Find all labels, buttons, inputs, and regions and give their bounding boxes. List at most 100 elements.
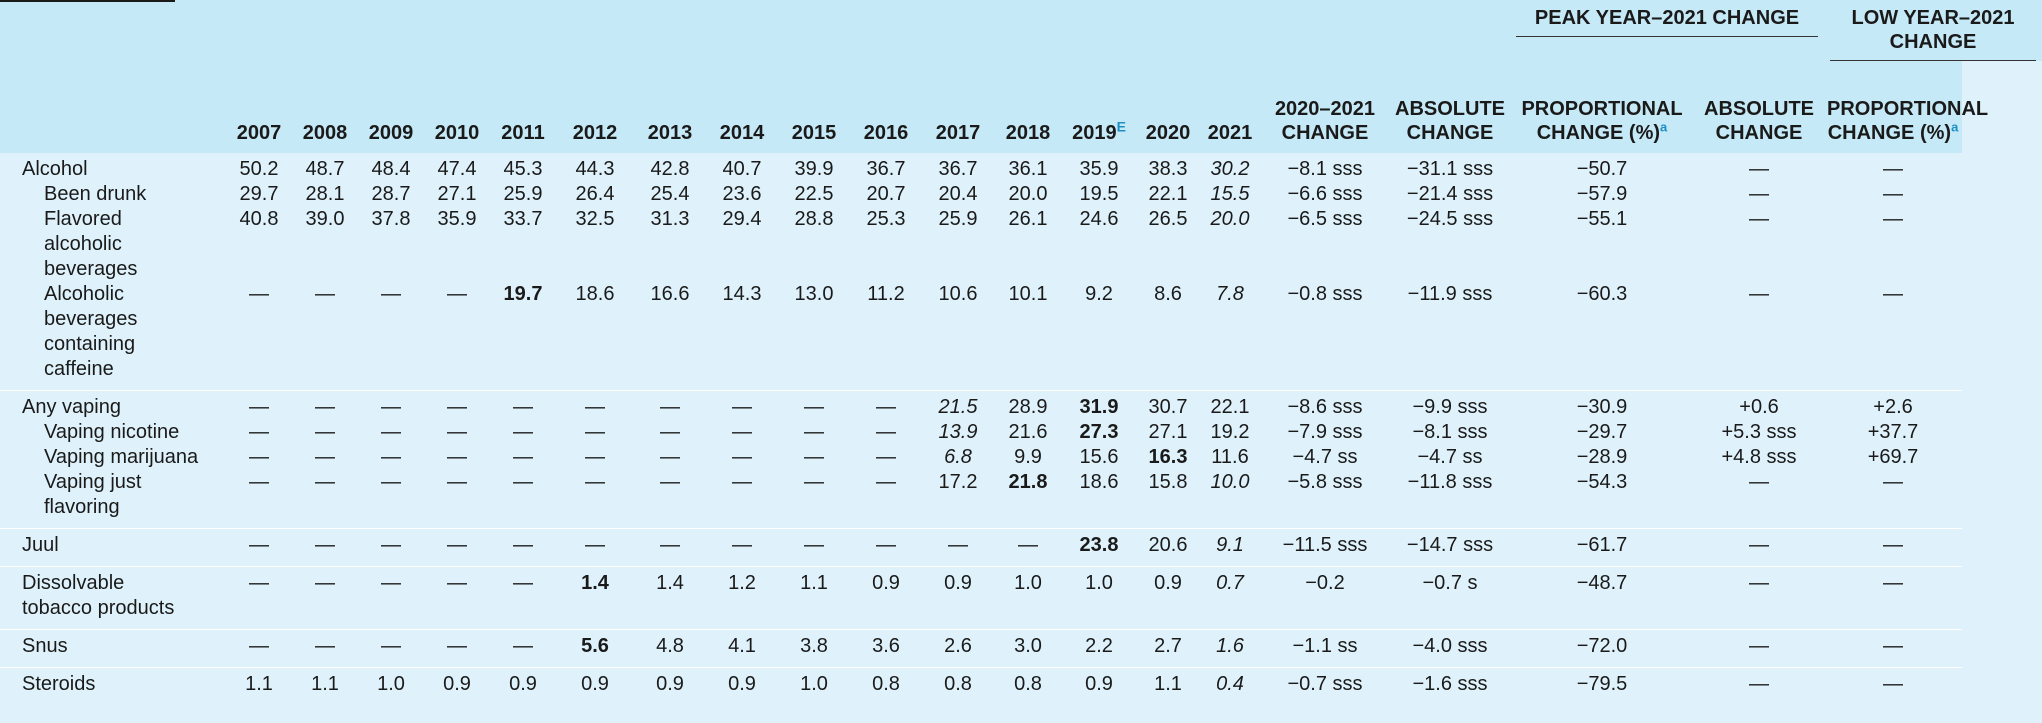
value-cell-2009: — [358, 629, 424, 668]
value-cell-2017: 20.4 [938, 183, 978, 205]
low-group-header: LOW YEAR–2021 CHANGE [1824, 0, 2042, 61]
table-row: Any vaping — — — — — — — — — —21.5 28.9 31.9 30.7 22.1… [0, 390, 2042, 420]
value-cell-2012: 5.6 [556, 629, 634, 668]
value-cell-2021: 19.2 [1210, 421, 1250, 443]
value-cell-2018: 3.0 [994, 629, 1062, 668]
value-cell-2018: — [994, 528, 1062, 567]
top-rule [0, 0, 175, 2]
value-cell-2011: — [513, 421, 533, 443]
value-cell-2020: 8.6 [1154, 283, 1182, 305]
value-cell-2008: 48.7 [305, 158, 345, 180]
value-cell-2016: 20.7 [866, 183, 906, 205]
value-cell-2021: 15.5 [1210, 183, 1250, 205]
value-cell-2009: 37.8 [371, 208, 411, 230]
header-label-blank [0, 61, 226, 153]
value-cell-2017: 13.9 [938, 421, 978, 443]
row-label-line: containing [44, 333, 136, 355]
row-label: Vaping marijuana [0, 445, 226, 470]
header-year-2007: 2007 [226, 61, 292, 153]
value-cell-2014: — [732, 421, 752, 443]
change-cell: −0.7 sss [1260, 667, 1390, 705]
low-group-label: LOW YEAR–2021 CHANGE [1830, 6, 2036, 61]
header-year-label: 2009 [368, 122, 414, 144]
value-cell-2016: — [876, 421, 896, 443]
value-cell-2017: 2.6 [922, 629, 994, 668]
value-cell-2019: 1.0 [1062, 566, 1136, 630]
value-cell-2011: 25.9 [503, 183, 543, 205]
peak-group-label: PEAK YEAR–2021 CHANGE [1516, 6, 1819, 37]
low-proportional-cell: — [1824, 528, 1963, 567]
peak-absolute-cell: −11.9 sss [1407, 283, 1493, 305]
footnote-marker: a [1660, 119, 1668, 135]
low-absolute-cell: — [1749, 183, 1769, 205]
value-cell-2018: 26.1 [1008, 208, 1048, 230]
low-proportional-cell: +69.7 [1867, 446, 1919, 468]
value-cell-2010: — [424, 629, 490, 668]
row-label-line: caffeine [44, 358, 114, 380]
value-cell-2008: — [292, 528, 358, 567]
value-cell-2021: 20.0 [1210, 208, 1250, 230]
low-proportional-cell: +2.6 [1824, 390, 1963, 420]
value-cell-2014: — [706, 528, 778, 567]
row-label: Vaping nicotine [0, 420, 226, 445]
value-cell-2018: 10.1 [1008, 283, 1048, 305]
value-cell-2010: 0.9 [424, 667, 490, 705]
peak-proportional-cell: −61.7 [1510, 528, 1694, 567]
header-year-2013: 2013 [634, 61, 706, 153]
header-change-2020-2021-line1: 2020–2021 [1274, 98, 1376, 120]
table-row: Steroids 1.1 1.1 1.0 0.9 0.9 0.9 0.9 0.9 1.0 0.8 0.… [0, 667, 2042, 705]
value-cell-2020: 22.1 [1148, 183, 1188, 205]
value-cell-2021: 10.0 [1210, 471, 1250, 493]
value-cell-2008: — [315, 471, 335, 493]
value-cell-2020: 26.5 [1148, 208, 1188, 230]
row-label: Alcohol [0, 153, 226, 182]
value-cell-2019: 19.5 [1079, 183, 1119, 205]
value-cell-2019: 35.9 [1079, 158, 1119, 180]
value-cell-2008: — [315, 446, 335, 468]
value-cell-2007: — [226, 528, 292, 567]
low-proportional-cell: — [1883, 208, 1904, 230]
row-label: Flavored alcoholic beverages [0, 207, 226, 282]
value-cell-2013: — [634, 528, 706, 567]
peak-absolute-cell: −24.5 sss [1406, 208, 1494, 230]
value-cell-2016: 0.8 [850, 667, 922, 705]
peak-proportional-cell: −28.9 [1576, 446, 1628, 468]
value-cell-2012: 18.6 [575, 283, 615, 305]
peak-absolute-cell: −9.9 sss [1390, 390, 1510, 420]
value-cell-2017: 36.7 [938, 158, 978, 180]
value-cell-2007: — [226, 390, 292, 420]
value-cell-2020: 0.9 [1136, 566, 1200, 630]
peak-absolute-cell: −11.8 sss [1407, 471, 1493, 493]
value-cell-2010: — [424, 390, 490, 420]
header-year-label: 2011 [501, 122, 545, 144]
table-row: Vaping just flavoring — — — — — — — — — — 17.2 21.8 18… [0, 470, 2042, 529]
low-absolute-cell: — [1749, 471, 1769, 493]
peak-absolute-cell: −31.1 sss [1406, 158, 1494, 180]
value-cell-2010: 35.9 [437, 208, 477, 230]
value-cell-2011: 33.7 [503, 208, 543, 230]
value-cell-2017: 17.2 [938, 471, 978, 493]
value-cell-2015: — [778, 528, 850, 567]
value-cell-2021: 7.8 [1216, 283, 1244, 305]
value-cell-2018: 0.8 [994, 667, 1062, 705]
peak-absolute-cell: −4.7 ss [1417, 446, 1483, 468]
low-proportional-cell: — [1824, 629, 1963, 668]
value-cell-2009: — [381, 446, 401, 468]
table-row: Snus — — — — —5.6 4.8 4.1 3.8 3.6 2.6 3.0 2.2 2.7 1.6−… [0, 629, 2042, 668]
row-label: Juul [0, 528, 226, 567]
value-cell-2019: 9.2 [1085, 283, 1113, 305]
value-cell-2013: 4.8 [634, 629, 706, 668]
value-cell-2016: — [850, 390, 922, 420]
header-change-2020-2021-line2: CHANGE [1263, 121, 1387, 145]
value-cell-2016: 36.7 [866, 158, 906, 180]
header-change-2020-2021: 2020–2021 CHANGE [1260, 61, 1390, 153]
row-label-line: Flavored [44, 208, 122, 230]
value-cell-2017: 21.5 [922, 390, 994, 420]
value-cell-2016: 11.2 [867, 283, 905, 305]
peak-proportional-cell: −29.7 [1576, 421, 1628, 443]
row-label-line: Alcohol [22, 158, 88, 180]
change-cell: −6.5 sss [1287, 208, 1363, 230]
header-year-2014: 2014 [706, 61, 778, 153]
low-absolute-cell: +0.6 [1694, 390, 1825, 420]
table-row: Juul — — — — — — — — — — — —23.8 20.6 9.1 −11.5 sss −14.… [0, 528, 2042, 567]
